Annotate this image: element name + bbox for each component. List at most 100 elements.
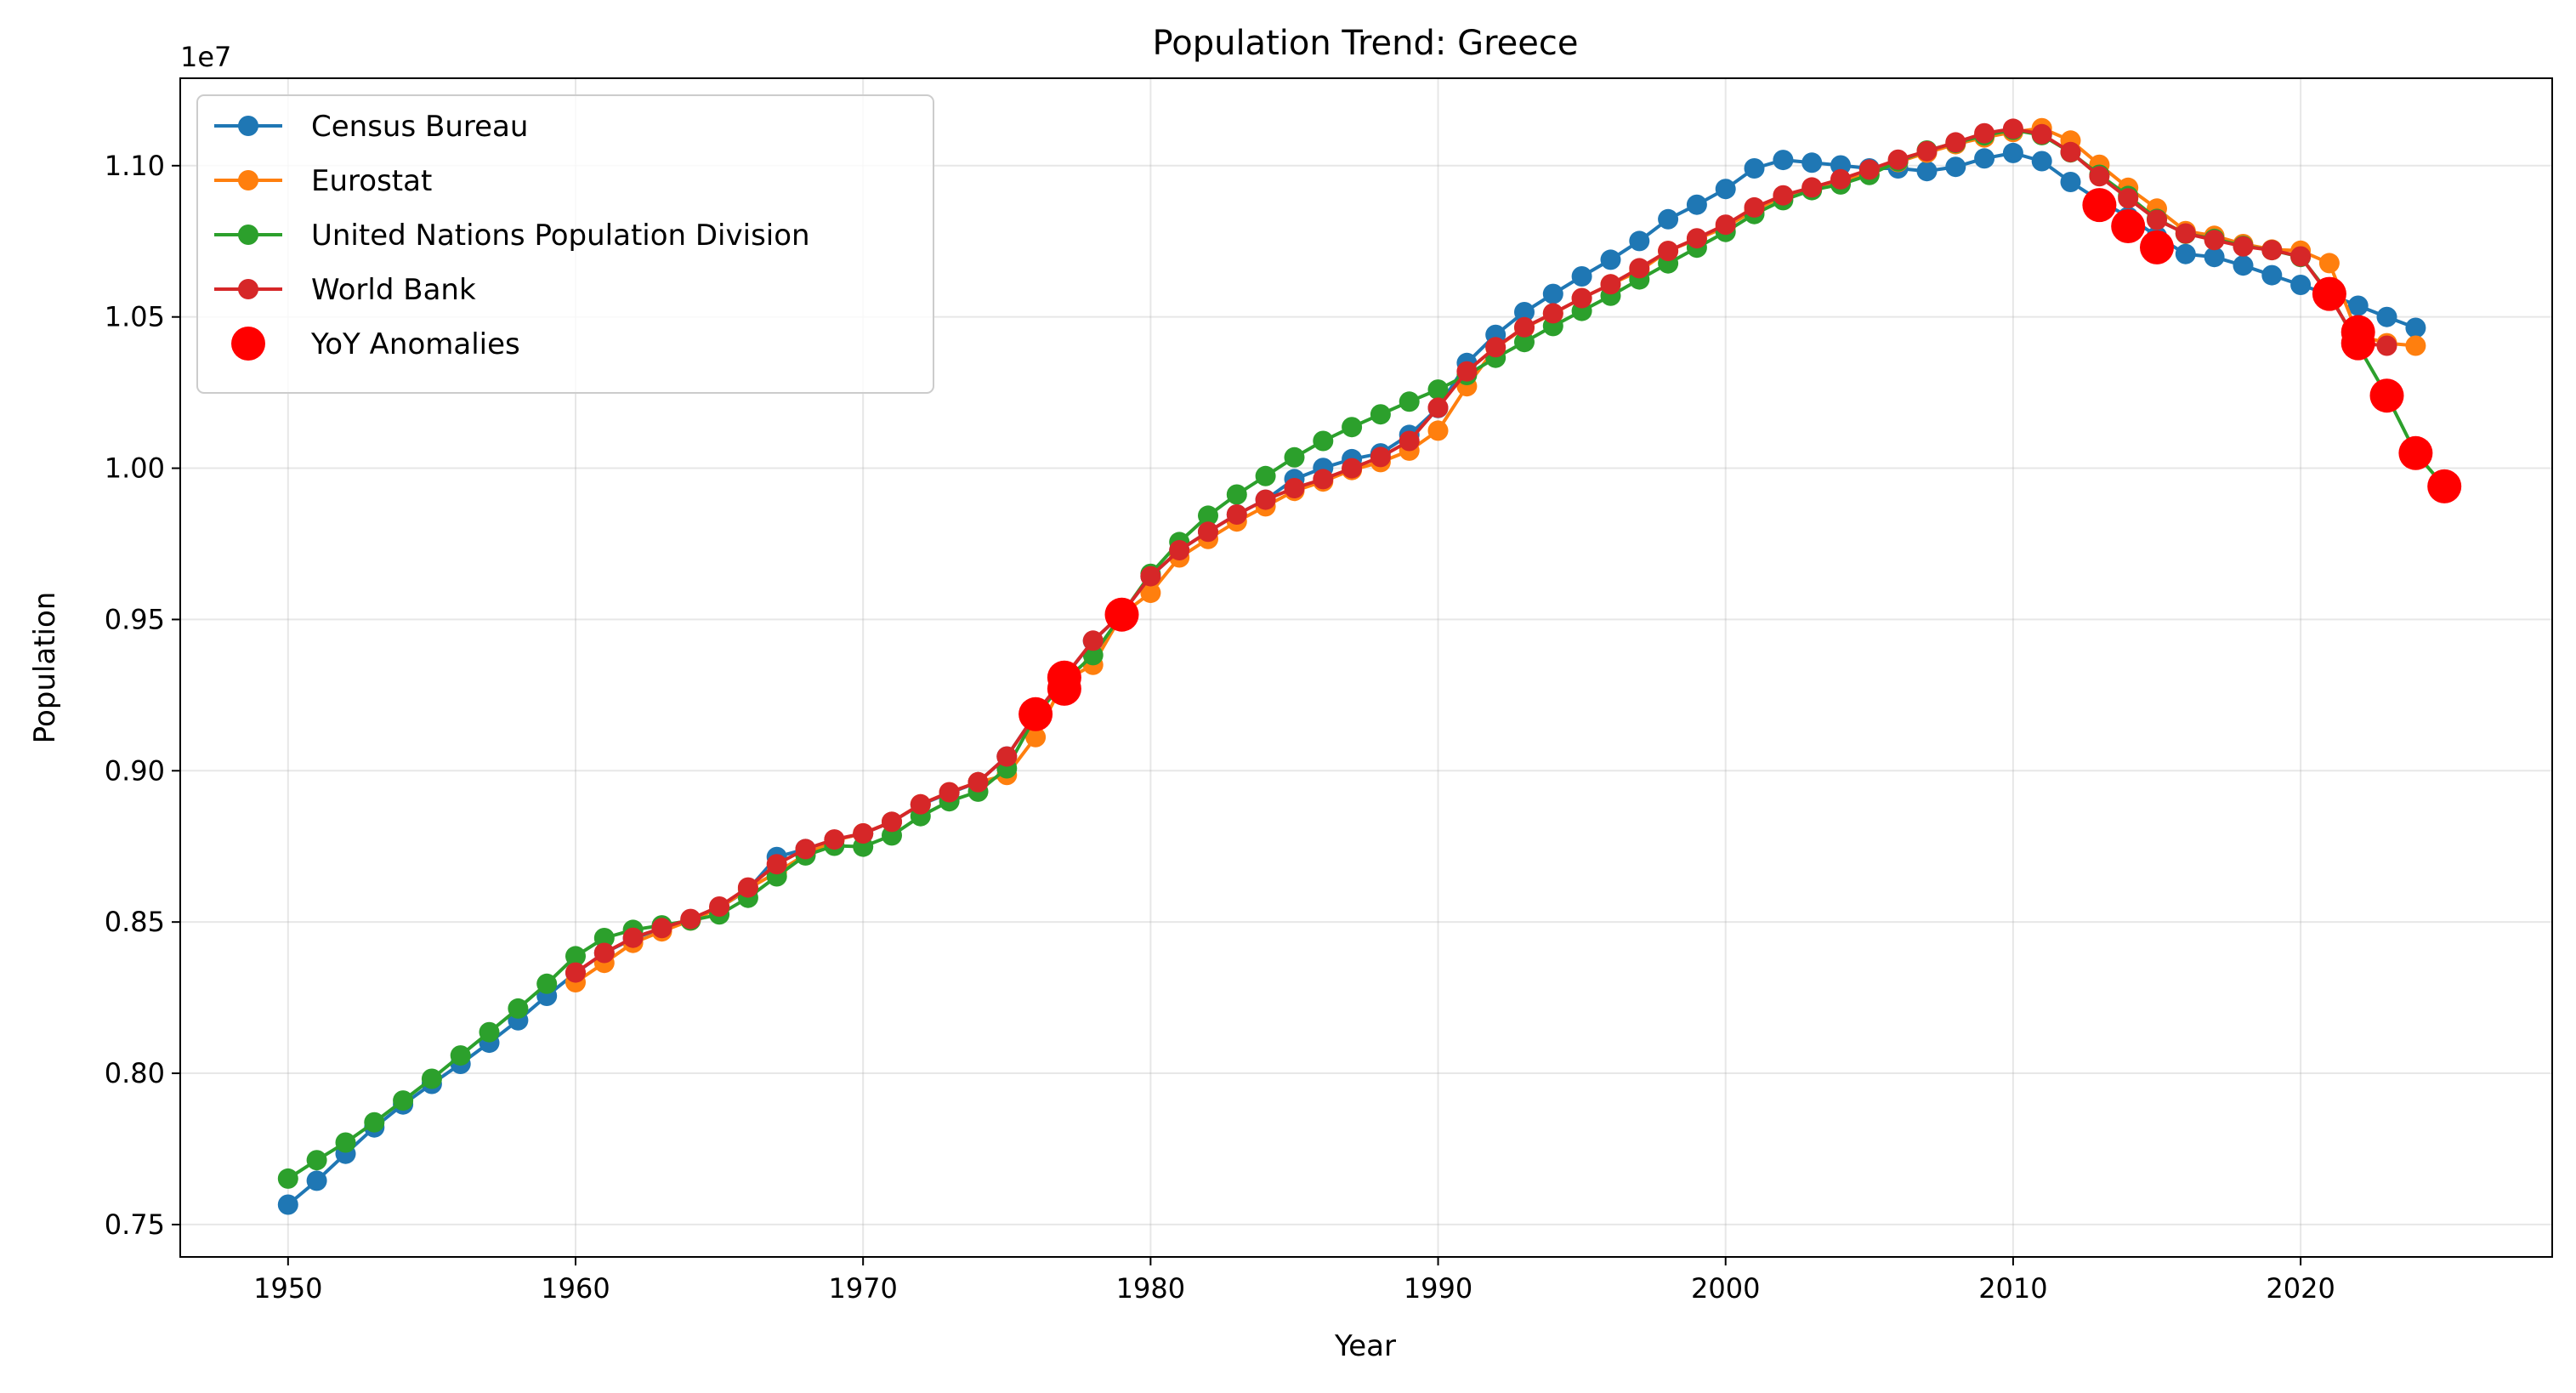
- data-point: [1974, 122, 1995, 144]
- x-tick-label: 1990: [1404, 1272, 1472, 1305]
- series-3: [565, 118, 2397, 983]
- y-tick-label: 0.90: [105, 754, 165, 787]
- y-tick-label: 1.05: [105, 301, 165, 333]
- data-point: [593, 942, 615, 964]
- anomaly-point: [2312, 276, 2346, 311]
- data-point: [1370, 404, 1391, 425]
- data-point: [1342, 458, 1363, 479]
- data-point: [1140, 583, 1161, 604]
- chart-title: Population Trend: Greece: [1153, 24, 1579, 63]
- data-point: [996, 746, 1018, 767]
- data-point: [1313, 469, 1334, 490]
- data-point: [277, 1194, 298, 1215]
- data-point: [2002, 142, 2023, 163]
- x-tick-label: 1970: [828, 1272, 897, 1305]
- data-point: [306, 1150, 327, 1171]
- data-point: [2175, 223, 2196, 244]
- data-point: [1255, 489, 1276, 510]
- data-point: [2060, 141, 2081, 162]
- data-point: [1370, 446, 1391, 468]
- data-point: [853, 823, 874, 844]
- data-point: [2118, 188, 2139, 209]
- data-point: [393, 1090, 414, 1112]
- data-point: [1830, 168, 1851, 190]
- data-point: [1082, 630, 1104, 651]
- legend-entry-2: United Nations Population Division: [214, 219, 810, 253]
- legend-label: Census Bureau: [311, 110, 528, 144]
- data-point: [1945, 132, 1966, 153]
- data-point: [1284, 478, 1305, 498]
- data-point: [1571, 287, 1592, 309]
- x-tick-label: 1960: [541, 1272, 610, 1305]
- x-tick-label: 1950: [253, 1272, 322, 1305]
- series-line: [574, 127, 2387, 975]
- anomaly-point: [2398, 435, 2433, 470]
- data-point: [1773, 185, 1794, 206]
- anomaly-point: [2140, 230, 2174, 264]
- data-point: [1542, 283, 1563, 304]
- data-point: [2347, 295, 2369, 316]
- legend-entry-0: Census Bureau: [214, 110, 528, 144]
- data-point: [967, 771, 989, 793]
- legend: Census Bureau Eurostat United Nations Popu…: [196, 94, 934, 394]
- data-point: [2002, 118, 2023, 139]
- data-point: [1744, 158, 1765, 179]
- legend-label: World Bank: [311, 273, 476, 307]
- y-axis-label: Population: [28, 592, 62, 744]
- data-point: [1801, 152, 1823, 173]
- data-point: [1514, 332, 1535, 353]
- data-point: [824, 829, 845, 850]
- data-point: [306, 1170, 327, 1191]
- data-point: [1715, 214, 1736, 236]
- data-point: [795, 839, 816, 860]
- data-point: [2089, 166, 2110, 187]
- x-tick-label: 1980: [1116, 1272, 1185, 1305]
- data-point: [1916, 161, 1938, 182]
- data-point: [2031, 123, 2052, 145]
- data-point: [1773, 150, 1794, 171]
- data-point: [2204, 230, 2225, 251]
- data-point: [1715, 179, 1736, 200]
- data-point: [1485, 337, 1506, 358]
- data-point: [479, 1021, 500, 1043]
- data-point: [2290, 246, 2312, 267]
- data-point: [1514, 316, 1535, 338]
- data-point: [622, 927, 644, 948]
- anomaly-layer: [1018, 188, 2462, 731]
- data-point: [277, 1168, 298, 1189]
- data-point: [421, 1068, 442, 1089]
- data-point: [882, 811, 902, 833]
- data-point: [1658, 208, 1679, 230]
- data-point: [1313, 430, 1334, 452]
- data-point: [1399, 391, 1420, 412]
- anomaly-point: [2369, 378, 2404, 413]
- data-point: [364, 1112, 385, 1133]
- data-point: [2204, 247, 2225, 268]
- x-tick-label: 2020: [2266, 1272, 2335, 1305]
- data-point: [1169, 540, 1190, 560]
- data-point: [2376, 335, 2397, 356]
- y-tick-label: 0.95: [105, 603, 165, 635]
- data-point: [536, 973, 558, 994]
- data-point: [1427, 397, 1449, 418]
- anomaly-point: [2111, 209, 2146, 243]
- data-point: [2060, 172, 2081, 192]
- legend-label: YoY Anomalies: [310, 327, 520, 361]
- y-axis-ticks: 0.75 0.80 0.85 0.90 0.95 1.00 1.05 1.10: [105, 150, 180, 1241]
- data-point: [1542, 303, 1563, 324]
- data-point: [1571, 266, 1592, 287]
- data-point: [2290, 275, 2312, 295]
- data-point: [1801, 177, 1823, 198]
- data-point: [1600, 249, 1621, 270]
- data-point: [1744, 196, 1765, 218]
- anomaly-point: [1104, 597, 1139, 632]
- x-tick-label: 2010: [1978, 1272, 2047, 1305]
- data-point: [565, 962, 586, 983]
- legend-marker-swatch: [238, 170, 258, 190]
- data-point: [1456, 361, 1478, 382]
- data-point: [2261, 264, 2283, 286]
- data-point: [1198, 521, 1218, 543]
- y-tick-label: 1.00: [105, 452, 165, 485]
- y-axis-offset-text: 1e7: [180, 41, 231, 73]
- data-point: [2318, 253, 2340, 274]
